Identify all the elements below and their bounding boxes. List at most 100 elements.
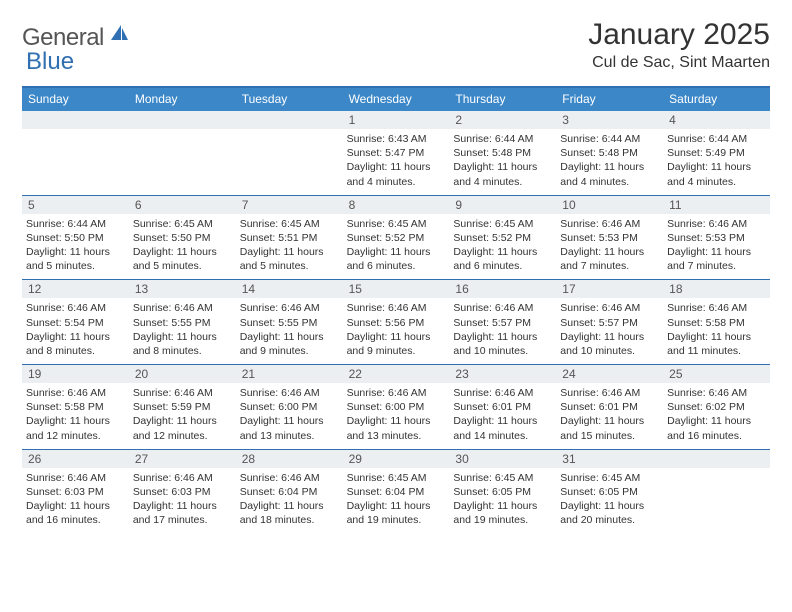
day-cell: 15 Sunrise: 6:46 AMSunset: 5:56 PMDayligh… [343, 280, 450, 364]
day-number: 31 [556, 450, 663, 468]
day-details: Sunrise: 6:44 AMSunset: 5:48 PMDaylight:… [453, 132, 552, 189]
day-number: 24 [556, 365, 663, 383]
day-details: Sunrise: 6:46 AMSunset: 6:00 PMDaylight:… [240, 386, 339, 443]
day-details: Sunrise: 6:45 AMSunset: 6:04 PMDaylight:… [347, 471, 446, 528]
day-details: Sunrise: 6:46 AMSunset: 5:54 PMDaylight:… [26, 301, 125, 358]
day-cell [22, 111, 129, 195]
day-details: Sunrise: 6:45 AMSunset: 5:52 PMDaylight:… [453, 217, 552, 274]
day-cell: 30 Sunrise: 6:45 AMSunset: 6:05 PMDayligh… [449, 450, 556, 534]
day-cell [663, 450, 770, 534]
day-cell: 5 Sunrise: 6:44 AMSunset: 5:50 PMDaylight… [22, 196, 129, 280]
header: General January 2025 Cul de Sac, Sint Ma… [22, 18, 770, 72]
day-cell: 22 Sunrise: 6:46 AMSunset: 6:00 PMDayligh… [343, 365, 450, 449]
day-cell: 10 Sunrise: 6:46 AMSunset: 5:53 PMDayligh… [556, 196, 663, 280]
day-cell: 12 Sunrise: 6:46 AMSunset: 5:54 PMDayligh… [22, 280, 129, 364]
day-cell: 13 Sunrise: 6:46 AMSunset: 5:55 PMDayligh… [129, 280, 236, 364]
day-cell: 11 Sunrise: 6:46 AMSunset: 5:53 PMDayligh… [663, 196, 770, 280]
day-number [22, 111, 129, 129]
day-number: 14 [236, 280, 343, 298]
day-details: Sunrise: 6:46 AMSunset: 5:55 PMDaylight:… [240, 301, 339, 358]
day-details: Sunrise: 6:46 AMSunset: 6:04 PMDaylight:… [240, 471, 339, 528]
day-number: 5 [22, 196, 129, 214]
day-cell: 4Sunrise: 6:44 AMSunset: 5:49 PMDaylight… [663, 111, 770, 195]
day-number: 23 [449, 365, 556, 383]
day-details: Sunrise: 6:46 AMSunset: 6:01 PMDaylight:… [453, 386, 552, 443]
day-number: 10 [556, 196, 663, 214]
day-details: Sunrise: 6:46 AMSunset: 5:58 PMDaylight:… [667, 301, 766, 358]
week-row: 5 Sunrise: 6:44 AMSunset: 5:50 PMDaylight… [22, 195, 770, 280]
dow-tuesday: Tuesday [236, 88, 343, 111]
month-title: January 2025 [588, 18, 770, 52]
week-row: 19Sunrise: 6:46 AMSunset: 5:58 PMDayligh… [22, 364, 770, 449]
day-cell: 27Sunrise: 6:46 AMSunset: 6:03 PMDayligh… [129, 450, 236, 534]
day-number: 20 [129, 365, 236, 383]
day-details: Sunrise: 6:46 AMSunset: 5:57 PMDaylight:… [453, 301, 552, 358]
day-details: Sunrise: 6:46 AMSunset: 5:53 PMDaylight:… [667, 217, 766, 274]
day-number [236, 111, 343, 129]
day-number: 19 [22, 365, 129, 383]
day-number: 11 [663, 196, 770, 214]
calendar-page: General January 2025 Cul de Sac, Sint Ma… [0, 0, 792, 543]
dow-thursday: Thursday [449, 88, 556, 111]
day-number: 29 [343, 450, 450, 468]
day-number: 7 [236, 196, 343, 214]
day-number: 15 [343, 280, 450, 298]
logo-sail-icon [108, 23, 130, 48]
day-details: Sunrise: 6:44 AMSunset: 5:50 PMDaylight:… [26, 217, 125, 274]
day-cell: 7 Sunrise: 6:45 AMSunset: 5:51 PMDaylight… [236, 196, 343, 280]
day-cell: 14 Sunrise: 6:46 AMSunset: 5:55 PMDayligh… [236, 280, 343, 364]
day-number: 1 [343, 111, 450, 129]
day-number: 16 [449, 280, 556, 298]
day-number [663, 450, 770, 468]
day-details: Sunrise: 6:45 AMSunset: 5:51 PMDaylight:… [240, 217, 339, 274]
day-details: Sunrise: 6:46 AMSunset: 6:03 PMDaylight:… [26, 471, 125, 528]
day-details: Sunrise: 6:45 AMSunset: 6:05 PMDaylight:… [560, 471, 659, 528]
day-details: Sunrise: 6:46 AMSunset: 6:00 PMDaylight:… [347, 386, 446, 443]
logo-text-blue: Blue [26, 48, 74, 76]
calendar-grid: Sunday Monday Tuesday Wednesday Thursday… [22, 86, 770, 533]
day-cell: 20 Sunrise: 6:46 AMSunset: 5:59 PMDayligh… [129, 365, 236, 449]
day-cell: 1Sunrise: 6:43 AMSunset: 5:47 PMDaylight… [343, 111, 450, 195]
day-cell: 24Sunrise: 6:46 AMSunset: 6:01 PMDayligh… [556, 365, 663, 449]
day-number: 21 [236, 365, 343, 383]
weeks-container: 1Sunrise: 6:43 AMSunset: 5:47 PMDaylight… [22, 111, 770, 533]
day-number: 22 [343, 365, 450, 383]
day-cell: 29 Sunrise: 6:45 AMSunset: 6:04 PMDayligh… [343, 450, 450, 534]
location-label: Cul de Sac, Sint Maarten [588, 54, 770, 72]
day-number: 13 [129, 280, 236, 298]
dow-monday: Monday [129, 88, 236, 111]
day-number: 28 [236, 450, 343, 468]
day-of-week-header: Sunday Monday Tuesday Wednesday Thursday… [22, 88, 770, 111]
day-cell [236, 111, 343, 195]
day-details: Sunrise: 6:46 AMSunset: 5:59 PMDaylight:… [133, 386, 232, 443]
day-number: 25 [663, 365, 770, 383]
week-row: 12 Sunrise: 6:46 AMSunset: 5:54 PMDayligh… [22, 279, 770, 364]
day-cell: 16 Sunrise: 6:46 AMSunset: 5:57 PMDayligh… [449, 280, 556, 364]
day-cell: 26Sunrise: 6:46 AMSunset: 6:03 PMDayligh… [22, 450, 129, 534]
day-number: 18 [663, 280, 770, 298]
title-block: January 2025 Cul de Sac, Sint Maarten [588, 18, 770, 72]
dow-sunday: Sunday [22, 88, 129, 111]
day-details: Sunrise: 6:46 AMSunset: 5:53 PMDaylight:… [560, 217, 659, 274]
day-number [129, 111, 236, 129]
day-cell: 25 Sunrise: 6:46 AMSunset: 6:02 PMDayligh… [663, 365, 770, 449]
day-number: 27 [129, 450, 236, 468]
day-number: 9 [449, 196, 556, 214]
day-number: 17 [556, 280, 663, 298]
day-details: Sunrise: 6:45 AMSunset: 6:05 PMDaylight:… [453, 471, 552, 528]
day-details: Sunrise: 6:44 AMSunset: 5:48 PMDaylight:… [560, 132, 659, 189]
day-details: Sunrise: 6:45 AMSunset: 5:52 PMDaylight:… [347, 217, 446, 274]
day-cell: 21 Sunrise: 6:46 AMSunset: 6:00 PMDayligh… [236, 365, 343, 449]
day-details: Sunrise: 6:44 AMSunset: 5:49 PMDaylight:… [667, 132, 766, 189]
day-cell: 28 Sunrise: 6:46 AMSunset: 6:04 PMDayligh… [236, 450, 343, 534]
day-number: 12 [22, 280, 129, 298]
day-number: 30 [449, 450, 556, 468]
dow-saturday: Saturday [663, 88, 770, 111]
day-cell: 2Sunrise: 6:44 AMSunset: 5:48 PMDaylight… [449, 111, 556, 195]
day-details: Sunrise: 6:46 AMSunset: 6:02 PMDaylight:… [667, 386, 766, 443]
dow-wednesday: Wednesday [343, 88, 450, 111]
day-cell: 31 Sunrise: 6:45 AMSunset: 6:05 PMDayligh… [556, 450, 663, 534]
day-details: Sunrise: 6:46 AMSunset: 5:55 PMDaylight:… [133, 301, 232, 358]
day-details: Sunrise: 6:46 AMSunset: 5:56 PMDaylight:… [347, 301, 446, 358]
day-cell: 18 Sunrise: 6:46 AMSunset: 5:58 PMDayligh… [663, 280, 770, 364]
